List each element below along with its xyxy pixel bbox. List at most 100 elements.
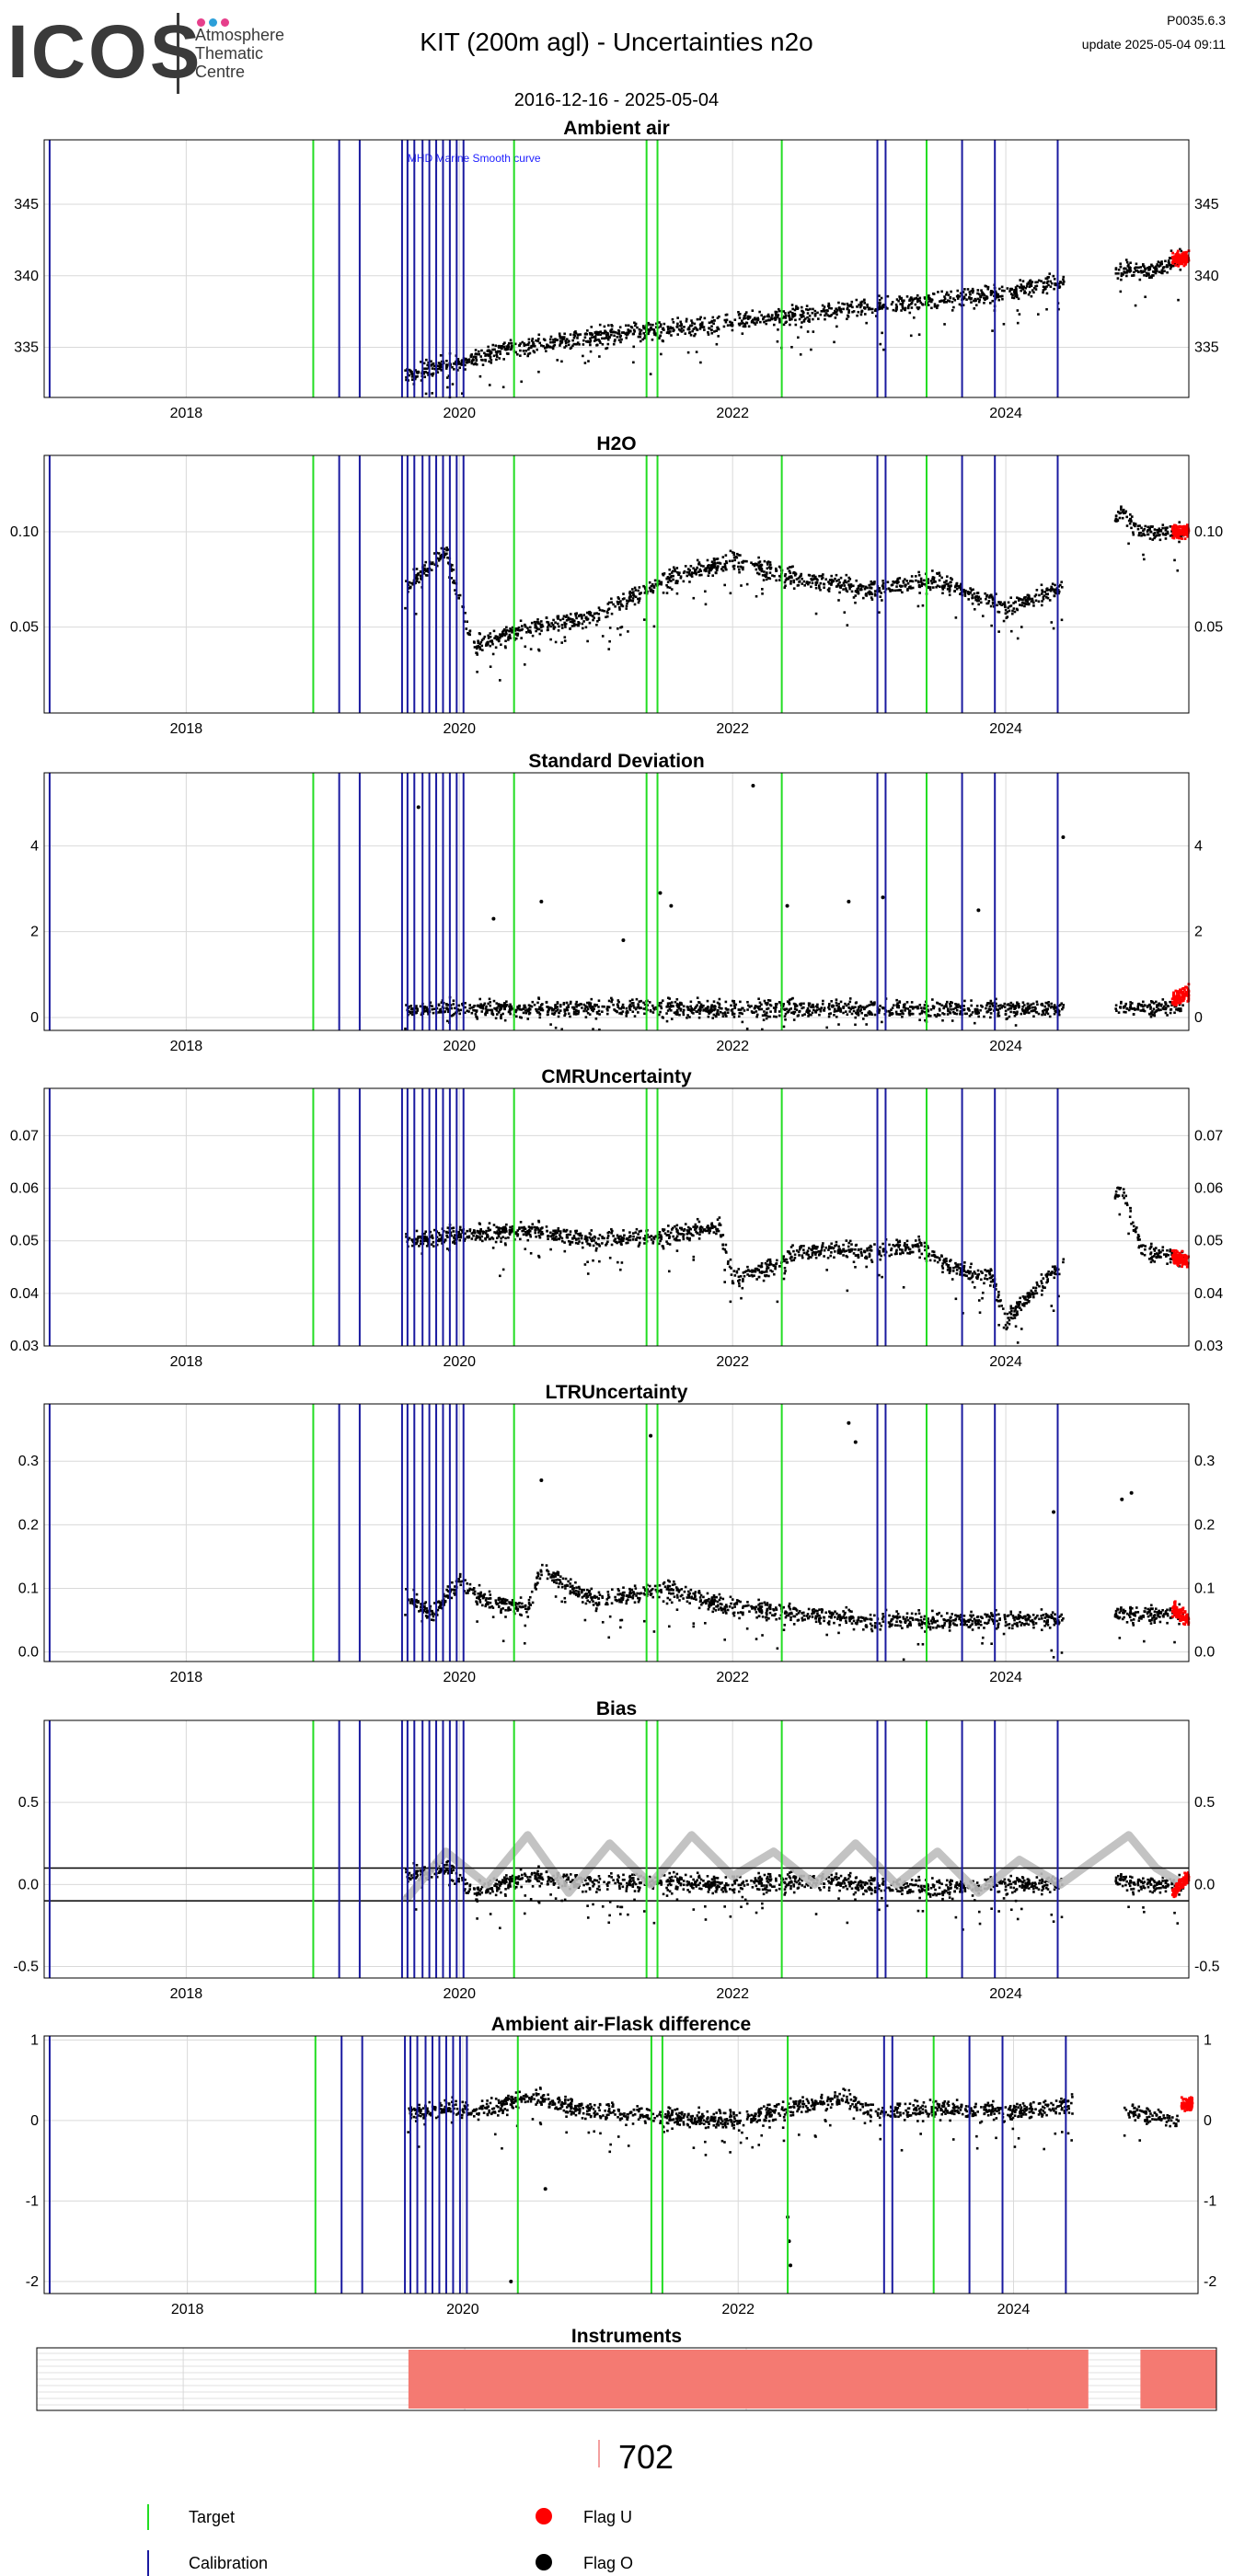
data-point xyxy=(1059,583,1062,587)
data-point xyxy=(699,1003,703,1006)
data-point xyxy=(978,293,981,296)
data-point xyxy=(1009,629,1013,633)
data-point xyxy=(1114,1004,1118,1007)
data-point xyxy=(1169,1248,1172,1251)
data-point xyxy=(716,1001,720,1005)
data-point xyxy=(757,1275,761,1279)
data-point xyxy=(1154,269,1158,271)
data-point xyxy=(1041,589,1043,592)
data-point xyxy=(974,297,977,301)
data-point xyxy=(766,1007,768,1011)
data-point xyxy=(537,338,540,340)
data-point xyxy=(877,1011,881,1015)
data-point xyxy=(951,1010,955,1014)
data-point xyxy=(1051,1265,1054,1269)
data-point xyxy=(483,1002,487,1006)
data-point xyxy=(779,1001,782,1005)
data-point xyxy=(1043,594,1046,597)
data-point xyxy=(484,358,487,362)
data-point xyxy=(422,1006,426,1009)
data-point xyxy=(571,344,574,348)
flag-u-point xyxy=(1171,533,1175,535)
data-point xyxy=(1132,1013,1135,1016)
data-point xyxy=(1125,1006,1128,1010)
data-point xyxy=(814,581,818,584)
data-point xyxy=(939,299,943,303)
data-point xyxy=(896,1013,899,1016)
data-point xyxy=(1040,280,1043,282)
data-point xyxy=(1125,270,1128,274)
data-point xyxy=(1143,273,1146,277)
data-point xyxy=(670,1004,674,1007)
data-point xyxy=(835,1015,838,1018)
data-point xyxy=(490,640,494,644)
data-point xyxy=(836,308,839,312)
data-point xyxy=(974,1012,977,1015)
data-point xyxy=(605,330,607,334)
data-point xyxy=(561,338,564,341)
data-point xyxy=(794,318,797,322)
data-point xyxy=(904,578,906,581)
data-point xyxy=(869,591,872,594)
data-point xyxy=(485,1009,488,1013)
data-point xyxy=(558,332,561,336)
data-point xyxy=(913,1006,916,1009)
data-point xyxy=(595,612,598,615)
data-point xyxy=(948,590,951,593)
data-point xyxy=(572,1007,576,1010)
data-point xyxy=(529,631,533,634)
data-point xyxy=(564,344,568,348)
data-point xyxy=(445,365,448,368)
data-point xyxy=(997,630,1000,633)
data-point xyxy=(1142,553,1145,557)
data-point xyxy=(822,573,824,576)
data-point xyxy=(790,304,794,306)
data-point xyxy=(435,564,439,568)
data-point xyxy=(698,568,702,571)
data-point xyxy=(1140,526,1143,530)
data-point xyxy=(666,1009,670,1012)
data-point xyxy=(877,302,881,305)
data-point xyxy=(416,372,420,374)
data-point xyxy=(692,567,695,569)
data-point xyxy=(1021,1006,1024,1008)
data-point xyxy=(528,626,532,629)
data-point xyxy=(963,594,967,597)
data-point xyxy=(1151,1009,1154,1013)
flag-u-point xyxy=(1175,998,1179,1001)
data-point xyxy=(625,1015,628,1018)
data-point xyxy=(997,293,1000,296)
data-point xyxy=(1169,535,1172,537)
data-point xyxy=(741,322,744,325)
data-point xyxy=(714,1015,718,1018)
data-point xyxy=(969,592,972,594)
data-point xyxy=(697,1016,701,1019)
data-point xyxy=(1012,602,1015,604)
data-point xyxy=(1023,604,1026,608)
data-point xyxy=(795,578,799,581)
data-point xyxy=(1119,290,1123,293)
data-point xyxy=(839,309,842,312)
data-point xyxy=(516,634,519,637)
data-point xyxy=(457,361,460,363)
data-point xyxy=(491,348,494,351)
data-point xyxy=(666,325,670,328)
data-point xyxy=(617,597,620,601)
data-point xyxy=(1021,280,1025,282)
data-point xyxy=(1146,272,1149,276)
data-point xyxy=(724,320,728,324)
data-point xyxy=(870,311,874,315)
data-point xyxy=(613,334,616,338)
data-point xyxy=(596,333,600,336)
data-point xyxy=(549,1006,552,1009)
x-tick-label: 2020 xyxy=(443,1354,476,1370)
flag-u-point xyxy=(1172,258,1176,261)
data-point xyxy=(866,586,869,590)
data-point xyxy=(1062,1004,1066,1006)
data-point xyxy=(657,1013,661,1017)
data-point xyxy=(631,591,635,593)
data-point xyxy=(995,293,997,297)
data-point xyxy=(712,1013,716,1017)
data-point xyxy=(987,1007,991,1011)
data-point xyxy=(951,578,954,581)
